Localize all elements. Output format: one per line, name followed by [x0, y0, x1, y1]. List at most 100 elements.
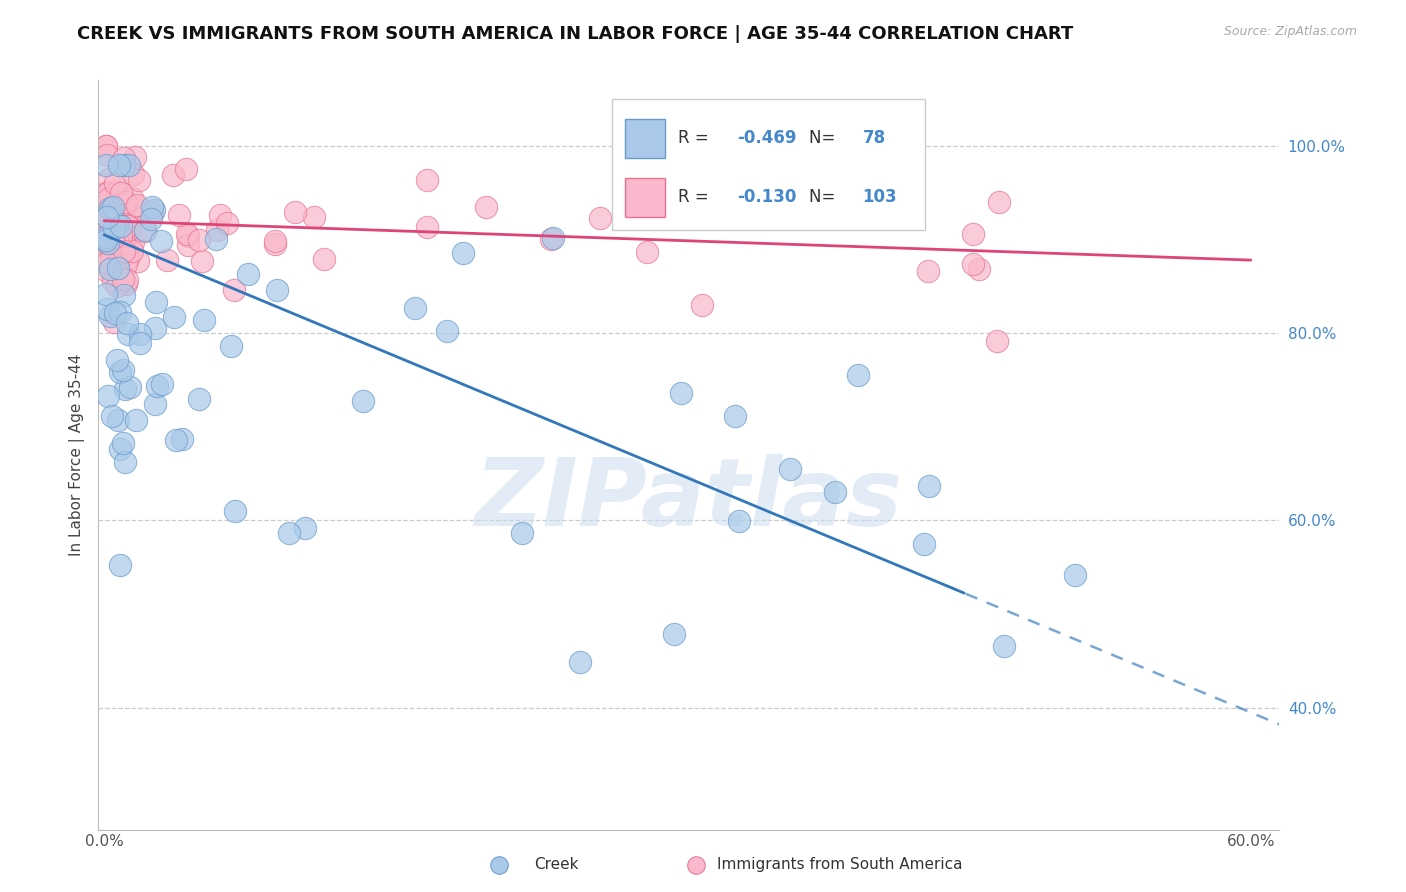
Text: Source: ZipAtlas.com: Source: ZipAtlas.com [1223, 25, 1357, 38]
Point [105, 186, 128, 200]
Point [918, 479, 941, 493]
Y-axis label: In Labor Force | Age 35-44: In Labor Force | Age 35-44 [69, 354, 86, 556]
Point [114, 455, 136, 469]
Point [97, 172, 120, 186]
Text: CREEK VS IMMIGRANTS FROM SOUTH AMERICA IN LABOR FORCE | AGE 35-44 CORRELATION CH: CREEK VS IMMIGRANTS FROM SOUTH AMERICA I… [77, 25, 1074, 43]
Point [112, 151, 135, 165]
Point [176, 227, 198, 241]
Point [103, 306, 125, 320]
Point [187, 392, 209, 406]
Point [512, 525, 534, 540]
Point [94, 287, 117, 301]
Point [912, 537, 935, 551]
Point [96, 241, 118, 255]
Point [112, 208, 135, 222]
Point [101, 230, 124, 244]
Point [110, 219, 132, 234]
Point [685, 858, 707, 872]
Point [110, 228, 132, 243]
Point [266, 283, 288, 297]
Point [475, 200, 498, 214]
Point [177, 238, 200, 252]
Point [115, 240, 138, 254]
Point [112, 271, 135, 285]
Point [94, 157, 117, 171]
Point [108, 305, 131, 319]
Point [96, 209, 118, 223]
Point [105, 353, 128, 368]
Point [112, 287, 135, 301]
Point [94, 138, 117, 153]
Point [451, 246, 474, 260]
Point [112, 436, 135, 450]
Point [101, 206, 124, 220]
Point [110, 365, 132, 379]
Point [162, 169, 184, 183]
Point [112, 236, 135, 251]
Point [103, 221, 125, 235]
Point [108, 228, 131, 243]
Point [156, 253, 179, 268]
Point [96, 256, 118, 270]
Point [1064, 568, 1087, 582]
Point [110, 442, 132, 456]
Point [115, 257, 138, 271]
Point [96, 263, 118, 277]
Point [278, 525, 301, 540]
Point [224, 504, 246, 518]
Point [121, 200, 143, 214]
Point [117, 219, 139, 233]
Point [105, 219, 128, 233]
Point [917, 264, 939, 278]
Point [121, 244, 143, 258]
Point [125, 208, 148, 222]
Point [143, 321, 166, 335]
Point [105, 232, 128, 246]
Point [94, 199, 117, 213]
Point [100, 239, 122, 253]
Point [103, 176, 125, 190]
Point [787, 181, 810, 195]
Point [107, 261, 129, 276]
Point [100, 211, 122, 225]
Point [111, 246, 134, 260]
Point [115, 316, 138, 330]
Point [110, 558, 132, 573]
Point [404, 301, 426, 315]
Point [98, 261, 121, 276]
Point [100, 232, 122, 246]
Point [96, 302, 118, 317]
Point [94, 186, 117, 200]
Point [141, 212, 163, 227]
Point [121, 221, 143, 235]
Point [177, 229, 200, 244]
Point [105, 256, 128, 270]
Point [118, 379, 141, 393]
Point [96, 210, 118, 224]
Point [636, 245, 658, 260]
Point [669, 183, 692, 197]
Point [96, 187, 118, 202]
Point [129, 327, 152, 342]
Point [129, 335, 152, 350]
Point [112, 157, 135, 171]
Point [105, 279, 128, 293]
Point [97, 192, 120, 206]
Point [284, 205, 307, 219]
Point [134, 223, 156, 237]
Point [127, 254, 149, 268]
Point [436, 324, 458, 338]
Point [103, 275, 125, 289]
Point [122, 235, 145, 249]
Point [110, 186, 132, 201]
Point [124, 413, 146, 427]
Point [589, 211, 612, 226]
Point [118, 157, 141, 171]
Point [96, 148, 118, 162]
Point [94, 228, 117, 243]
Point [117, 326, 139, 341]
Point [103, 200, 125, 214]
Point [165, 433, 187, 447]
Point [110, 222, 132, 236]
Point [894, 210, 917, 224]
